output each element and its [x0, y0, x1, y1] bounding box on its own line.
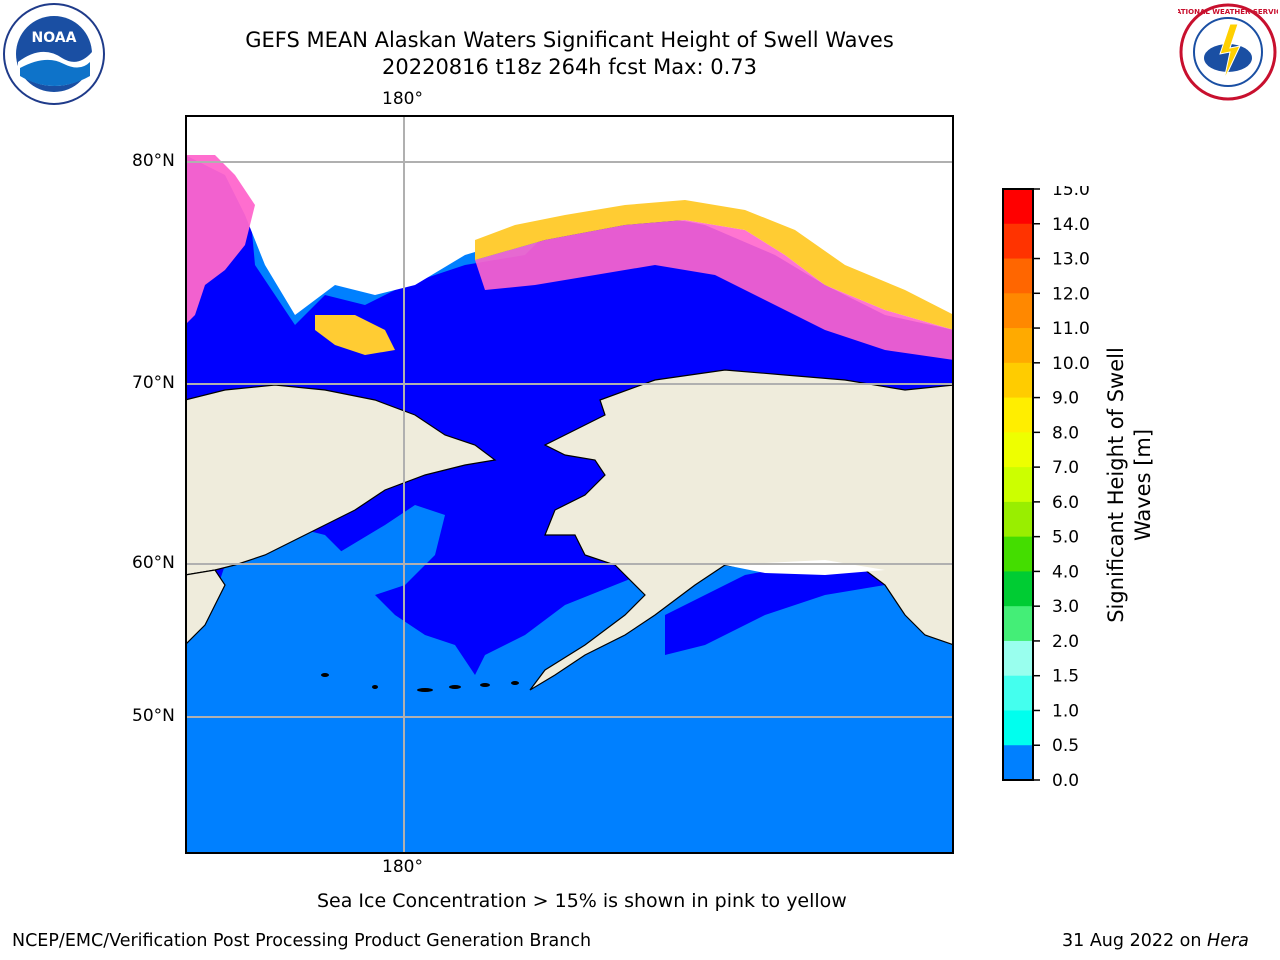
- noaa-logo-text: NOAA: [32, 30, 77, 46]
- colorbar-tick-label: 14.0: [1052, 215, 1090, 235]
- colorbar-tick-label: 5.0: [1052, 528, 1079, 548]
- colorbar-label-line1: Significant Height of Swell: [1104, 347, 1128, 623]
- colorbar-box: [1003, 536, 1033, 572]
- map-border: [185, 115, 954, 854]
- colorbar-box: [1003, 397, 1033, 433]
- colorbar-label-line2: Waves [m]: [1131, 429, 1155, 541]
- colorbar-tick-label: 9.0: [1052, 389, 1079, 409]
- colorbar-boxes: [1003, 189, 1033, 781]
- colorbar-ticks: 15.0 14.0 13.0 12.0 11.0 10.0 9.0 8.0 7.0 6.0 5.0 4…: [1033, 186, 1090, 786]
- lat-label-60: 60°N: [132, 553, 175, 573]
- colorbar-tick-label: 13.0: [1052, 250, 1090, 270]
- ice-note: Sea Ice Concentration > 15% is shown in …: [317, 890, 847, 912]
- colorbar-box: [1003, 328, 1033, 364]
- colorbar-tick-label: 1.5: [1052, 667, 1079, 687]
- colorbar-tick-label: 10.0: [1052, 354, 1090, 374]
- colorbar-tick-label: 0.5: [1052, 736, 1079, 756]
- map-title: GEFS MEAN Alaskan Waters Significant Hei…: [245, 28, 894, 52]
- branch-credit: NCEP/EMC/Verification Post Processing Pr…: [12, 931, 592, 951]
- colorbar-tick-label: 3.0: [1052, 597, 1079, 617]
- colorbar-tick-label: 15.0: [1052, 186, 1090, 200]
- colorbar-box: [1003, 640, 1033, 677]
- colorbar-box: [1003, 293, 1033, 329]
- aleutian-islands: [321, 673, 519, 692]
- run-machine: Hera: [1207, 931, 1249, 951]
- lon-label-bottom: 180°: [382, 857, 423, 877]
- colorbar-tick-label: 6.0: [1052, 493, 1079, 513]
- colorbar-tick-label: 11.0: [1052, 319, 1090, 339]
- colorbar-box: [1003, 745, 1033, 781]
- colorbar-tick-label: 1.0: [1052, 701, 1079, 721]
- ice-free-zone: [185, 115, 954, 330]
- colorbar-tick-label: 7.0: [1052, 458, 1079, 478]
- colorbar-box: [1003, 258, 1033, 294]
- colorbar-border: [1002, 188, 1034, 781]
- noaa-logo: NOAA: [2, 2, 106, 110]
- colorbar: 15.0 14.0 13.0 12.0 11.0 10.0 9.0 8.0 7.0 6.0 5.0 4…: [1002, 186, 1155, 786]
- sea-ice-pink: [185, 155, 255, 325]
- lat-label-80: 80°N: [132, 151, 175, 171]
- nws-logo: NATIONAL WEATHER SERVICE: [1170, 2, 1280, 106]
- graticule: [185, 115, 954, 854]
- colorbar-box: [1003, 362, 1033, 399]
- run-date-text: 31 Aug 2022 on: [1062, 931, 1208, 951]
- colorbar-box: [1003, 223, 1033, 260]
- colorbar-tick-label: 0.0: [1052, 771, 1079, 786]
- run-date: 31 Aug 2022 on Hera: [1062, 931, 1249, 951]
- colorbar-box: [1003, 501, 1033, 538]
- colorbar-box: [1003, 432, 1033, 468]
- colorbar-box: [1003, 606, 1033, 642]
- map-subtitle: 20220816 t18z 264h fcst Max: 0.73: [382, 55, 757, 79]
- sea-ice-pink-north: [475, 220, 954, 360]
- sea-ice-yellow-west: [315, 315, 395, 355]
- colorbar-box: [1003, 571, 1033, 607]
- bering-mid-zone: [335, 505, 445, 595]
- colorbar-box: [1003, 189, 1033, 225]
- lat-label-50: 50°N: [132, 706, 175, 726]
- colorbar-tick-label: 8.0: [1052, 423, 1079, 443]
- lon-label-top: 180°: [382, 89, 423, 109]
- colorbar-tick-label: 4.0: [1052, 562, 1079, 582]
- swell-height-map: [185, 115, 954, 854]
- lat-label-70: 70°N: [132, 373, 175, 393]
- colorbar-box: [1003, 467, 1033, 503]
- colorbar-tick-label: 12.0: [1052, 284, 1090, 304]
- colorbar-box: [1003, 675, 1033, 711]
- land-alaska: [529, 369, 954, 691]
- nws-logo-text: NATIONAL WEATHER SERVICE: [1178, 8, 1278, 16]
- colorbar-tick-label: 2.0: [1052, 632, 1079, 652]
- colorbar-box: [1003, 710, 1033, 746]
- land-kamchatka: [185, 569, 226, 646]
